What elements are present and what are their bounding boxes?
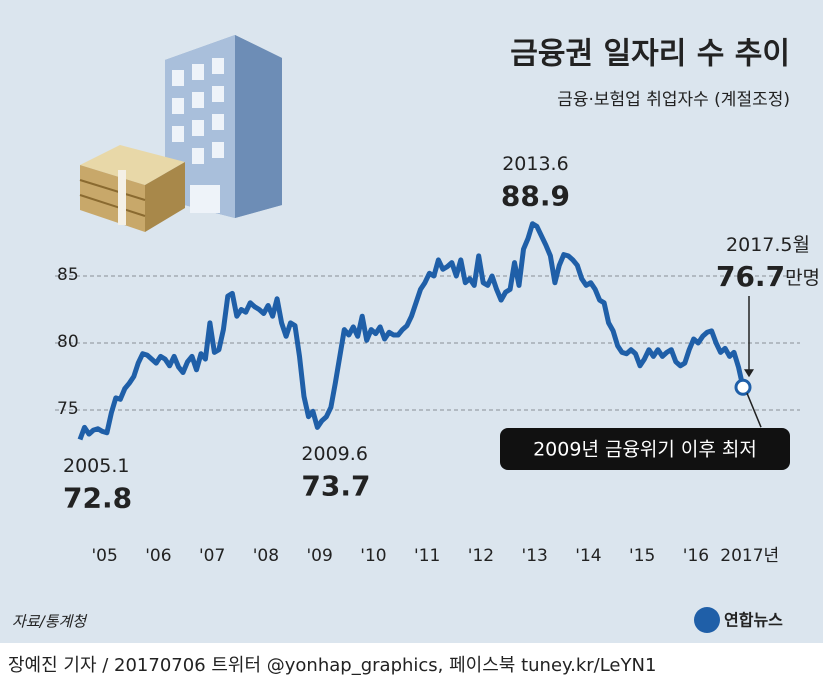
annotation-date: 2017.5월: [726, 234, 810, 256]
x-tick-label: '15: [629, 546, 655, 566]
x-tick-label: '10: [360, 546, 386, 566]
arrow-head: [744, 369, 754, 378]
callout-text: 2009년 금융위기 이후 최저: [533, 439, 757, 461]
month-suffix: 월: [793, 234, 810, 256]
logo-text: 연합뉴스: [724, 611, 783, 630]
value: 76.7: [716, 260, 785, 293]
annotation-date: 2009.6: [301, 443, 367, 465]
x-tick-label: '14: [575, 546, 601, 566]
x-tick-label: '16: [683, 546, 709, 566]
end-marker: [734, 378, 752, 396]
footer-bg: [0, 643, 823, 687]
y-tick-label: 85: [57, 265, 79, 285]
source: 자료/통계청: [12, 613, 88, 631]
x-tick-label: 2017년: [720, 546, 779, 566]
y-tick-label: 75: [57, 399, 79, 419]
x-tick-label: '12: [468, 546, 494, 566]
x-tick-label: '06: [145, 546, 171, 566]
annotation-value: 72.8: [63, 481, 132, 514]
callout-box: [500, 428, 790, 470]
annotation-date: 2005.1: [63, 455, 129, 477]
x-tick-label: '05: [91, 546, 117, 566]
annotation-date: 2013.6: [502, 153, 568, 175]
x-tick-label: '11: [414, 546, 440, 566]
x-tick-label: '07: [199, 546, 225, 566]
date: 2017.5: [726, 234, 792, 256]
unit: 만명: [785, 267, 820, 289]
x-tick-label: '13: [522, 546, 548, 566]
y-tick-label: 80: [57, 332, 79, 352]
footer-text: 장예진 기자 / 20170706 트위터 @yonhap_graphics, …: [8, 655, 656, 676]
x-tick-label: '09: [307, 546, 333, 566]
annotation-value: 76.7만명: [716, 260, 820, 293]
callout-line: [746, 392, 762, 428]
logo: 연합뉴스: [694, 607, 783, 633]
chart-subtitle: 금융·보험업 취업자수 (계절조정): [557, 90, 790, 110]
annotation-value: 73.7: [301, 469, 370, 502]
annotation-value: 88.9: [501, 180, 570, 213]
building-illustration: [79, 35, 282, 232]
data-line: [77, 221, 746, 441]
x-tick-label: '08: [253, 546, 279, 566]
chart-title: 금융권 일자리 수 추이: [510, 37, 790, 72]
